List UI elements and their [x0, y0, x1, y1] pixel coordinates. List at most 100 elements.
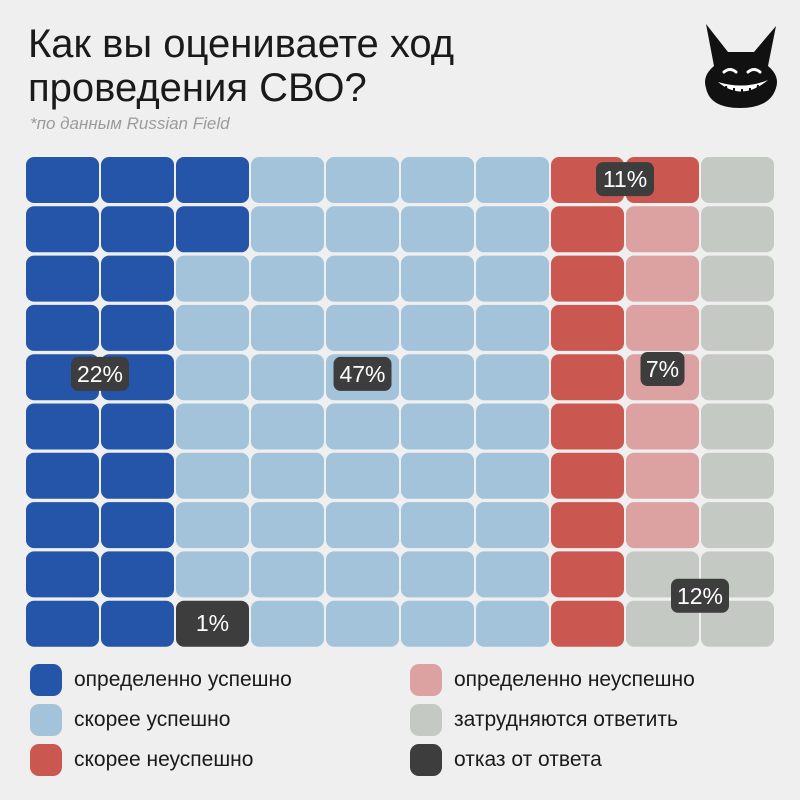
waffle-cell: [101, 206, 174, 253]
waffle-cell: [26, 403, 99, 450]
waffle-cell: [626, 452, 699, 499]
waffle-cell: [176, 354, 249, 401]
waffle-cell: [701, 304, 774, 351]
waffle-cell: [476, 452, 549, 499]
value-label: 22%: [71, 356, 129, 391]
legend-swatch: [410, 744, 442, 776]
waffle-cell: [476, 255, 549, 302]
waffle-cell: [326, 304, 399, 351]
waffle-cell: [176, 157, 249, 203]
chart-subtitle: *по данным Russian Field: [30, 114, 230, 133]
waffle-cell: [701, 157, 774, 203]
waffle-cell: [176, 403, 249, 450]
waffle-cell: [176, 255, 249, 302]
value-label-bg: [190, 605, 235, 640]
waffle-cell: [401, 255, 474, 302]
waffle-cell: [251, 304, 324, 351]
waffle-cell: [476, 403, 549, 450]
waffle-cell: [101, 157, 174, 203]
waffle-cell: [26, 255, 99, 302]
waffle-cell: [701, 354, 774, 401]
waffle-cell: [326, 403, 399, 450]
waffle-cell: [26, 304, 99, 351]
legend-item: определенно неуспешно: [410, 662, 695, 698]
waffle-cell: [176, 452, 249, 499]
waffle-cell: [101, 452, 174, 499]
waffle-cell: [551, 255, 624, 302]
waffle-cell: [551, 304, 624, 351]
legend: определенно успешно скорее успешно скорее …: [0, 660, 800, 790]
waffle-cell: [626, 304, 699, 351]
legend-swatch: [410, 664, 442, 696]
waffle-cell: [326, 600, 399, 647]
waffle-cell: [476, 157, 549, 203]
waffle-cell: [251, 157, 324, 203]
value-label-bg: [596, 162, 654, 197]
legend-label: отказ от ответа: [454, 748, 602, 771]
value-label: 11%: [596, 162, 654, 197]
value-label: 7%: [640, 351, 685, 386]
waffle-cell: [326, 206, 399, 253]
waffle-cell: [101, 551, 174, 598]
waffle-cell: [701, 403, 774, 450]
waffle-cell: [326, 255, 399, 302]
waffle-cell: [251, 600, 324, 647]
value-label: 12%: [671, 578, 729, 613]
waffle-cell: [251, 354, 324, 401]
value-label-bg: [71, 356, 129, 391]
value-label-bg: [333, 356, 392, 391]
legend-item: отказ от ответа: [410, 742, 602, 778]
waffle-cell: [251, 551, 324, 598]
waffle-cell: [551, 502, 624, 549]
waffle-cell: [26, 502, 99, 549]
waffle-cell: [401, 157, 474, 203]
waffle-cell: [701, 452, 774, 499]
waffle-cell: [476, 600, 549, 647]
waffle-cell: [101, 403, 174, 450]
value-label-text: 1%: [196, 610, 229, 636]
waffle-cell: [401, 354, 474, 401]
waffle-cell: [476, 354, 549, 401]
waffle-cell: [101, 255, 174, 302]
value-label: 1%: [190, 605, 235, 640]
legend-swatch: [30, 744, 62, 776]
waffle-cell: [701, 206, 774, 253]
waffle-cell: [326, 452, 399, 499]
waffle-cell: [401, 206, 474, 253]
waffle-cell: [551, 452, 624, 499]
waffle-cell: [401, 403, 474, 450]
waffle-cell: [26, 157, 99, 203]
legend-item: определенно успешно: [30, 662, 292, 698]
value-label-bg: [671, 578, 729, 613]
waffle-cell: [401, 452, 474, 499]
waffle-cell: [701, 502, 774, 549]
waffle-cell: [551, 551, 624, 598]
waffle-cell: [251, 452, 324, 499]
waffle-cell: [476, 206, 549, 253]
dog-mascot-icon: [705, 24, 777, 108]
waffle-cell: [26, 600, 99, 647]
legend-item: скорее успешно: [30, 702, 230, 738]
legend-label: скорее неуспешно: [74, 748, 254, 771]
legend-label: определенно неуспешно: [454, 668, 695, 691]
legend-swatch: [30, 704, 62, 736]
legend-item: затрудняются ответить: [410, 702, 678, 738]
waffle-cell: [26, 452, 99, 499]
legend-label: скорее успешно: [74, 708, 231, 731]
waffle-cell: [251, 403, 324, 450]
legend-item: скорее неуспешно: [30, 742, 253, 778]
waffle-cell: [551, 403, 624, 450]
legend-swatch: [30, 664, 62, 696]
legend-label: затрудняются ответить: [454, 708, 678, 731]
waffle-cell: [326, 551, 399, 598]
waffle-cell: [101, 502, 174, 549]
waffle-cell: [476, 304, 549, 351]
waffle-cell: [251, 206, 324, 253]
waffle-cell: [626, 255, 699, 302]
waffle-cell: [251, 255, 324, 302]
waffle-cell: [101, 600, 174, 647]
waffle-cell: [551, 354, 624, 401]
value-label-text: 11%: [603, 166, 647, 192]
waffle-cell: [476, 502, 549, 549]
waffle-cell: [476, 551, 549, 598]
